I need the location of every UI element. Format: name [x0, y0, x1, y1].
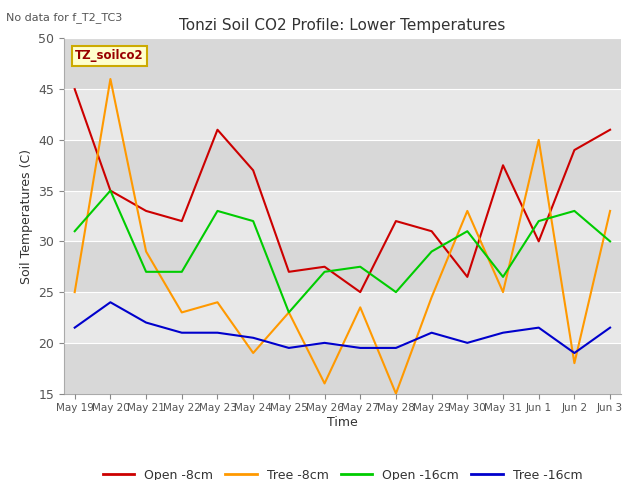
Bar — [64, 343, 621, 394]
Text: TZ_soilco2: TZ_soilco2 — [75, 49, 144, 62]
Y-axis label: Soil Temperatures (C): Soil Temperatures (C) — [20, 148, 33, 284]
Bar — [64, 292, 621, 343]
Title: Tonzi Soil CO2 Profile: Lower Temperatures: Tonzi Soil CO2 Profile: Lower Temperatur… — [179, 18, 506, 33]
Text: No data for f_T2_TC3: No data for f_T2_TC3 — [6, 12, 123, 23]
Bar — [64, 140, 621, 191]
Bar — [64, 89, 621, 140]
Bar — [64, 191, 621, 241]
X-axis label: Time: Time — [327, 416, 358, 429]
Legend: Open -8cm, Tree -8cm, Open -16cm, Tree -16cm: Open -8cm, Tree -8cm, Open -16cm, Tree -… — [97, 464, 588, 480]
Bar — [64, 38, 621, 89]
Bar — [64, 241, 621, 292]
